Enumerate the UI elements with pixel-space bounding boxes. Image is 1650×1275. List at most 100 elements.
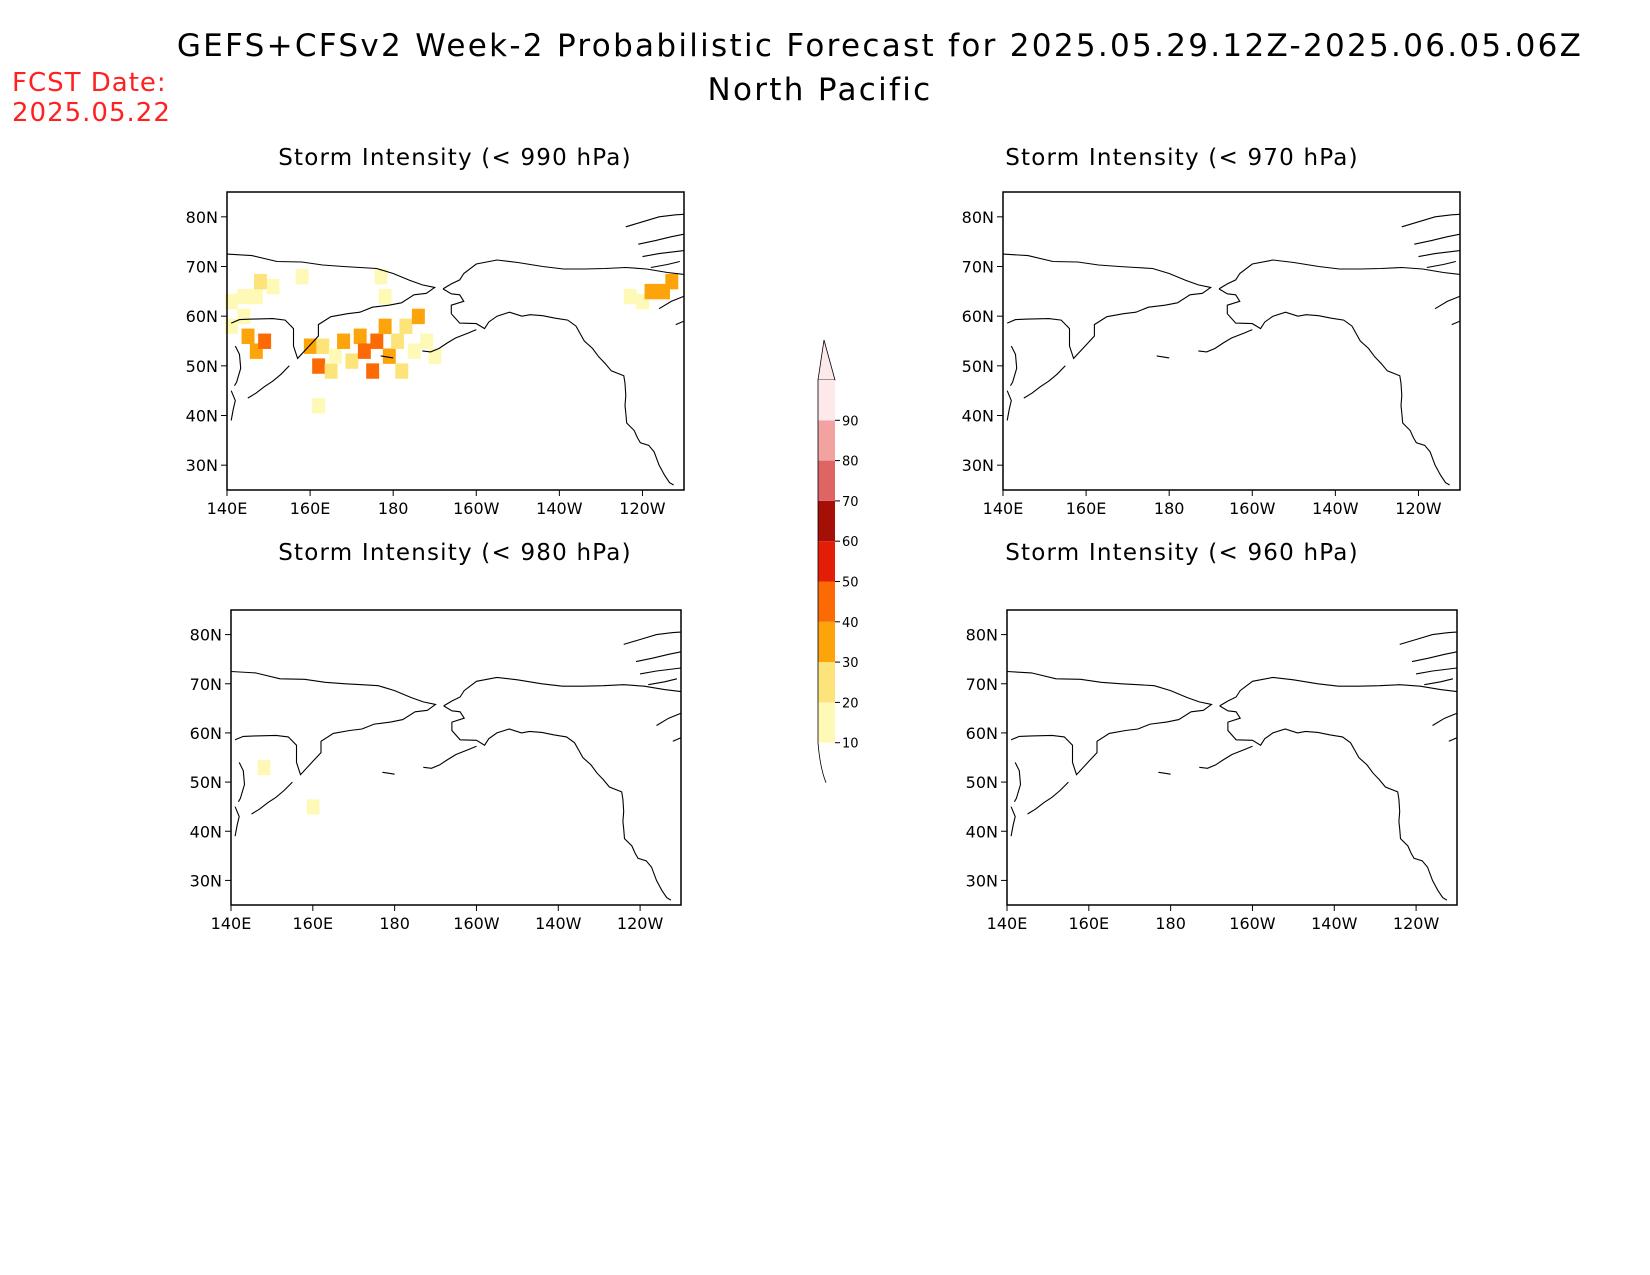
coastline xyxy=(234,345,242,386)
colorbar-tick-label: 30 xyxy=(842,656,859,671)
coastline xyxy=(648,678,678,686)
coastline xyxy=(442,288,674,486)
coastline xyxy=(656,712,682,726)
probability-cell xyxy=(420,333,434,349)
coastline xyxy=(1411,651,1458,663)
coastline xyxy=(1418,250,1461,258)
panel-title-970: Storm Intensity (< 970 hPa) xyxy=(1005,145,1359,171)
lon-tick-label: 160E xyxy=(1066,499,1107,518)
coastline xyxy=(382,771,395,775)
probability-cell xyxy=(241,328,255,344)
coastline xyxy=(1198,329,1253,353)
map-panel-p980: 140E 160E 180 160W 140W 120W 80N 70N 60N 50N 40N 30… xyxy=(190,609,682,933)
forecast-date-value: 2025.05.22 xyxy=(12,98,171,128)
probability-cell xyxy=(237,288,251,305)
lon-tick-label: 140E xyxy=(211,914,252,933)
probability-cell xyxy=(316,338,330,354)
lat-tick-label: 70N xyxy=(190,675,222,694)
probability-cell xyxy=(258,333,272,349)
lat-tick-label: 60N xyxy=(966,724,998,743)
lat-tick-label: 40N xyxy=(962,407,994,426)
probability-cell xyxy=(665,273,679,290)
probability-cell xyxy=(395,363,409,379)
lon-tick-label: 140E xyxy=(987,914,1028,933)
panel-title-990: Storm Intensity (< 990 hPa) xyxy=(278,145,632,171)
probability-cell xyxy=(328,348,342,364)
lon-tick-label: 140E xyxy=(983,499,1024,518)
lat-tick-label: 70N xyxy=(186,258,218,277)
coastline xyxy=(1219,676,1458,707)
coastline xyxy=(1416,667,1458,675)
forecast-date: FCST Date: 2025.05.22 xyxy=(12,68,171,128)
coastline xyxy=(1010,806,1016,837)
coastlines xyxy=(1006,631,1458,901)
lat-tick-label: 50N xyxy=(190,773,222,792)
coastline xyxy=(1006,670,1213,776)
colorbar-swatch xyxy=(818,460,835,501)
lon-tick-label: 140W xyxy=(1311,914,1358,933)
lat-tick-label: 50N xyxy=(966,773,998,792)
map-frame xyxy=(1006,609,1458,906)
probability-cell xyxy=(428,348,442,364)
coastline xyxy=(380,355,394,359)
coastline xyxy=(1006,390,1012,421)
probability-cell xyxy=(644,283,658,300)
map-frame xyxy=(230,609,682,906)
coastlines xyxy=(1002,213,1461,486)
lat-tick-label: 30N xyxy=(190,871,222,890)
lat-tick-label: 70N xyxy=(966,675,998,694)
coastlines xyxy=(230,631,682,901)
coastline xyxy=(1432,712,1458,726)
coastline xyxy=(1399,631,1458,645)
probability-cell xyxy=(366,363,380,379)
probability-cell xyxy=(312,358,326,374)
lat-tick-label: 80N xyxy=(962,208,994,227)
coastline xyxy=(1199,745,1253,769)
colorbar-swatch xyxy=(818,662,835,703)
lon-tick-label: 120W xyxy=(1393,914,1440,933)
lon-tick-label: 160W xyxy=(1229,914,1276,933)
coastline xyxy=(635,651,682,663)
coastline xyxy=(423,745,477,769)
coastline xyxy=(1434,295,1461,310)
figure-title: GEFS+CFSv2 Week-2 Probabilistic Forecast… xyxy=(176,28,1584,64)
probability-cell xyxy=(254,273,267,290)
coastline xyxy=(675,320,685,326)
coastline xyxy=(230,390,236,421)
colorbar-tick-label: 20 xyxy=(842,696,859,711)
probability-cell xyxy=(224,318,238,335)
coastline xyxy=(1023,365,1066,399)
coastline xyxy=(1010,345,1018,386)
lon-tick-label: 140W xyxy=(536,499,583,518)
coastline xyxy=(650,260,680,269)
coastline xyxy=(625,213,685,228)
coastline xyxy=(1027,781,1069,815)
colorbar-tick-label: 80 xyxy=(842,455,859,470)
colorbar-swatch xyxy=(818,500,835,542)
colorbar-tick-label: 60 xyxy=(842,535,859,550)
coastline xyxy=(247,365,290,399)
probability-cell xyxy=(353,328,367,344)
map-panel-p970: 140E 160E 180 160W 140W 120W 80N 70N 60N 50N 40N 30… xyxy=(962,191,1461,518)
probability-cell xyxy=(357,343,371,359)
lon-tick-label: 160E xyxy=(292,914,333,933)
probability-cell xyxy=(337,333,351,349)
colorbar-swatch xyxy=(818,380,835,421)
map-frame-bg xyxy=(1007,610,1457,905)
lon-tick-label: 180 xyxy=(378,499,409,518)
colorbar-swatch xyxy=(818,581,835,622)
map-frame-bg xyxy=(1003,192,1460,490)
probability-cell xyxy=(237,308,251,325)
forecast-date-label: FCST Date: xyxy=(12,68,167,98)
probability-cell xyxy=(374,268,388,285)
colorbar-swatch xyxy=(818,621,835,663)
coastline xyxy=(251,781,293,815)
lat-tick-label: 80N xyxy=(186,208,218,227)
probability-cell xyxy=(249,288,263,305)
probability-cell xyxy=(391,333,405,349)
lat-tick-label: 30N xyxy=(186,456,218,475)
colorbar-top-triangle xyxy=(817,339,836,381)
lat-tick-label: 70N xyxy=(962,258,994,277)
coastline xyxy=(638,233,685,245)
